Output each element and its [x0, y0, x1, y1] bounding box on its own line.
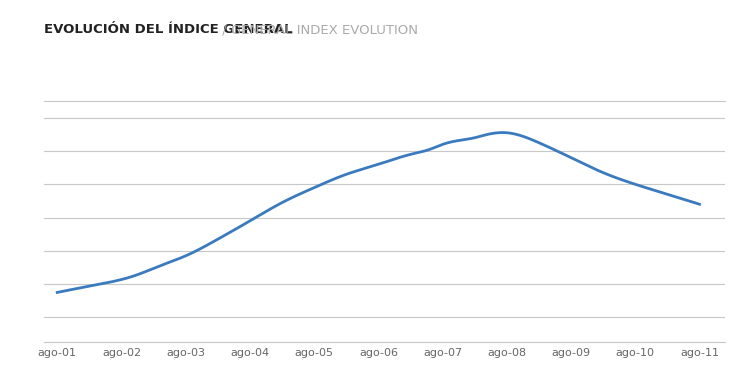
Text: / GENERAL INDEX EVOLUTION: / GENERAL INDEX EVOLUTION: [218, 23, 418, 36]
Text: EVOLUCIÓN DEL ÍNDICE GENERAL: EVOLUCIÓN DEL ÍNDICE GENERAL: [44, 23, 293, 36]
